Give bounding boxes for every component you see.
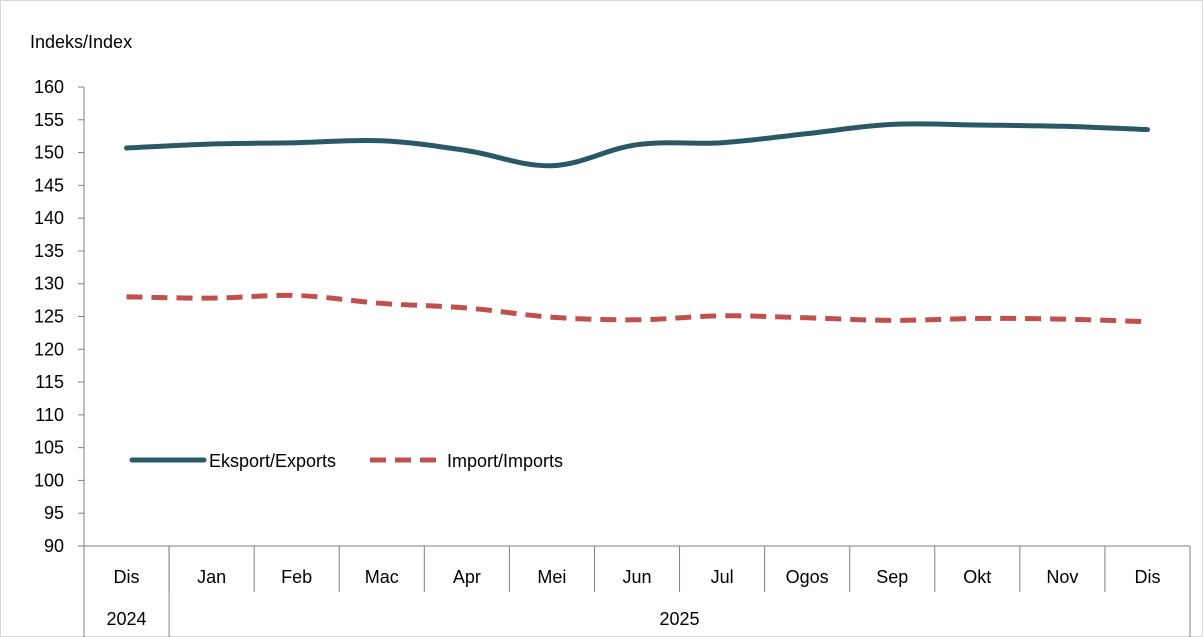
legend-label: Eksport/Exports — [209, 451, 336, 471]
legend-label: Import/Imports — [447, 451, 563, 471]
data-point — [209, 142, 214, 147]
year-group-label: 2025 — [660, 609, 700, 629]
x-tick-label: Feb — [281, 567, 312, 587]
series-layer — [124, 121, 1150, 325]
data-point — [379, 138, 384, 143]
data-point — [635, 142, 640, 147]
y-tick-label: 125 — [34, 307, 64, 327]
data-point — [379, 301, 384, 306]
y-tick-label: 115 — [35, 372, 64, 392]
data-point — [464, 305, 469, 310]
y-axis-title: Indeks/Index — [30, 32, 132, 52]
data-point — [1145, 319, 1150, 324]
y-tick-label: 160 — [34, 77, 64, 97]
y-tick-label: 95 — [44, 503, 64, 523]
y-tick-label: 90 — [44, 536, 64, 556]
y-tick-label: 155 — [34, 110, 64, 130]
data-point — [294, 293, 299, 298]
year-group-label: 2024 — [107, 609, 147, 629]
data-point — [805, 315, 810, 320]
legend: Eksport/Exports Import/Imports — [129, 451, 563, 471]
y-tick-label: 140 — [34, 208, 64, 228]
data-point — [890, 318, 895, 323]
data-point — [124, 294, 129, 299]
x-tick-label: Ogos — [786, 567, 829, 587]
data-point — [294, 140, 299, 145]
series-line-imports — [126, 292, 1148, 325]
data-point — [805, 131, 810, 136]
x-tick-label: Apr — [453, 567, 481, 587]
data-point — [549, 315, 554, 320]
data-point — [890, 122, 895, 127]
x-tick-label: Dis — [1134, 567, 1160, 587]
y-tick-label: 150 — [34, 143, 64, 163]
data-point — [209, 296, 214, 301]
data-point — [1145, 127, 1150, 132]
x-tick-label: Sep — [876, 567, 908, 587]
x-axis: Dis Jan Feb Mac Apr Mei Jun Jul Ogos Sep Okt Nov Dis… — [83, 545, 1191, 637]
x-tick-label: Jan — [197, 567, 226, 587]
y-tick-label: 100 — [34, 470, 64, 490]
data-point — [635, 317, 640, 322]
y-tick-label: 135 — [34, 241, 64, 261]
x-tick-label: Mei — [537, 567, 566, 587]
x-tick-label: Jul — [711, 567, 734, 587]
data-point — [1060, 317, 1065, 322]
y-tick-label: 110 — [35, 405, 64, 425]
x-tick-label: Jun — [622, 567, 651, 587]
data-point — [549, 163, 554, 168]
data-point — [975, 123, 980, 128]
x-tick-label: Dis — [114, 567, 140, 587]
data-point — [1060, 124, 1065, 129]
data-point — [720, 140, 725, 145]
x-tick-label: Nov — [1046, 567, 1078, 587]
x-tick-label: Mac — [365, 567, 399, 587]
x-tick-label: Okt — [963, 567, 991, 587]
data-point — [975, 316, 980, 321]
data-point — [720, 313, 725, 318]
y-tick-label: 120 — [34, 339, 64, 359]
data-point — [124, 145, 129, 150]
y-tick-label: 105 — [34, 438, 64, 458]
y-axis: 90 95 100 105 110 115 120 125 130 135 140 145 150 155… — [34, 77, 85, 556]
y-tick-label: 145 — [34, 175, 64, 195]
y-tick-label: 130 — [34, 274, 64, 294]
series-line-exports — [124, 121, 1150, 169]
data-point — [464, 148, 469, 153]
